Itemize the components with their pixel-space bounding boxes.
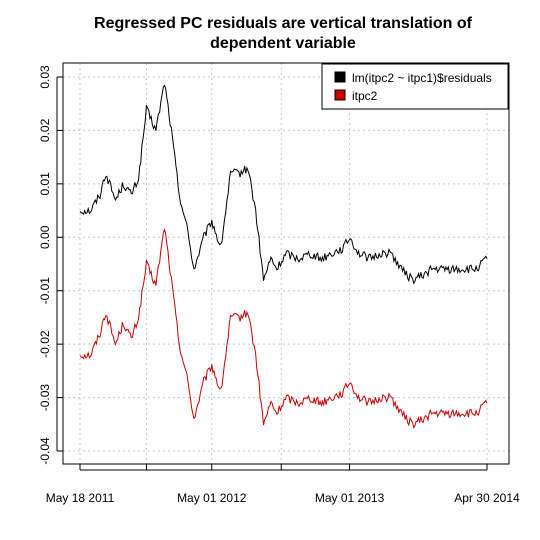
grid	[63, 63, 509, 464]
y-tick-label: -0.01	[38, 277, 52, 305]
legend-swatch-itpc2	[334, 89, 346, 101]
legend-label-residuals: lm(itpc2 ~ itpc1)$residuals	[352, 71, 492, 85]
x-tick-label: May 01 2012	[177, 491, 247, 505]
y-tick-label: 0.03	[38, 65, 52, 89]
chart-title-line-1: Regressed PC residuals are vertical tran…	[94, 15, 473, 32]
legend: lm(itpc2 ~ itpc1)$residuals itpc2	[321, 63, 509, 110]
y-tick-label: -0.02	[38, 330, 52, 358]
legend-label-itpc2: itpc2	[352, 89, 378, 103]
x-tick-label: May 18 2011	[46, 491, 115, 505]
series-layer	[79, 84, 488, 429]
axes: May 18 2011 May 01 2012 May 01 2013 Apr 30 …	[38, 65, 520, 505]
series-line-itpc2	[79, 228, 488, 429]
legend-box	[321, 63, 509, 110]
x-tick-label: Apr 30 2014	[454, 491, 520, 505]
y-tick-label: 0.01	[38, 172, 52, 196]
y-tick-label: 0.00	[38, 225, 52, 249]
chart-title-line-2: dependent variable	[210, 35, 356, 52]
plot-frame	[62, 62, 510, 465]
y-tick-label: -0.04	[38, 437, 52, 465]
x-tick-label: May 01 2013	[315, 491, 385, 505]
y-tick-label: -0.03	[38, 384, 52, 412]
series-line-residuals	[79, 84, 488, 285]
y-tick-label: 0.02	[38, 118, 52, 142]
legend-swatch-residuals	[334, 71, 346, 83]
